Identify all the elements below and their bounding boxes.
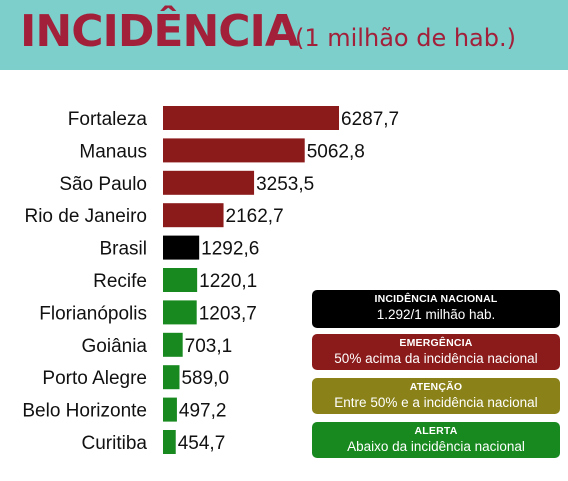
value-label-manaus: 5062,8	[307, 141, 365, 162]
legend-emergencia-title: EMERGÊNCIA	[399, 337, 473, 349]
value-label-belo-horizonte: 497,2	[179, 401, 227, 422]
legend-alerta-title: ALERTA	[414, 425, 458, 437]
legend-atencao-title: ATENÇÃO	[409, 381, 463, 393]
category-label-rio-de-janeiro: Rio de Janeiro	[24, 206, 147, 227]
legend-alerta-desc: Abaixo da incidência nacional	[347, 439, 525, 454]
bar-fortaleza	[163, 106, 339, 130]
bar-chart: Fortaleza 6287,7 Manaus 5062,8 São Paulo 3253…	[22, 106, 399, 454]
value-label-recife: 1220,1	[199, 271, 257, 292]
value-label-brasil: 1292,6	[201, 239, 259, 260]
category-label-porto-alegre: Porto Alegre	[42, 368, 147, 389]
bar-curitiba	[163, 430, 176, 454]
value-label-rio-de-janeiro: 2162,7	[226, 206, 284, 227]
legend-emergencia-desc: 50% acima da incidência nacional	[334, 351, 538, 366]
value-label-curitiba: 454,7	[178, 433, 226, 454]
bar-florianopolis	[163, 300, 197, 325]
value-label-sao-paulo: 3253,5	[256, 174, 314, 195]
category-label-sao-paulo: São Paulo	[59, 174, 147, 195]
legend-national-title: INCIDÊNCIA NACIONAL	[374, 293, 498, 305]
page-subtitle: (1 milhão de hab.)	[295, 24, 516, 52]
bar-sao-paulo	[163, 170, 255, 195]
value-label-porto-alegre: 589,0	[181, 368, 229, 389]
category-label-belo-horizonte: Belo Horizonte	[22, 401, 147, 422]
legend-alerta: ALERTA Abaixo da incidência nacional	[312, 422, 560, 458]
category-label-manaus: Manaus	[79, 141, 147, 162]
category-label-florianopolis: Florianópolis	[39, 303, 147, 324]
category-label-fortaleza: Fortaleza	[68, 109, 148, 130]
bar-manaus	[163, 138, 305, 163]
legend-national-desc: 1.292/1 milhão hab.	[376, 307, 496, 322]
legend-national: INCIDÊNCIA NACIONAL 1.292/1 milhão hab.	[312, 290, 560, 328]
bar-porto-alegre	[163, 365, 180, 390]
page-title: INCIDÊNCIA	[20, 6, 299, 57]
bar-goiania	[163, 332, 183, 357]
bar-belo-horizonte	[163, 397, 177, 422]
value-label-florianopolis: 1203,7	[199, 303, 257, 324]
category-label-goiania: Goiânia	[82, 336, 148, 357]
legend-emergencia: EMERGÊNCIA 50% acima da incidência nacio…	[312, 334, 560, 370]
category-label-brasil: Brasil	[99, 239, 147, 260]
bar-rio-de-janeiro	[163, 203, 224, 228]
legend-atencao: ATENÇÃO Entre 50% e a incidência naciona…	[312, 378, 560, 414]
header-banner: INCIDÊNCIA (1 milhão de hab.)	[0, 0, 568, 70]
category-label-curitiba: Curitiba	[82, 433, 148, 454]
bar-recife	[163, 268, 198, 292]
value-label-goiania: 703,1	[185, 336, 233, 357]
value-label-fortaleza: 6287,7	[341, 109, 399, 130]
legend-atencao-desc: Entre 50% e a incidência nacional	[334, 395, 538, 410]
bar-brasil	[163, 235, 200, 260]
category-label-recife: Recife	[93, 271, 147, 292]
